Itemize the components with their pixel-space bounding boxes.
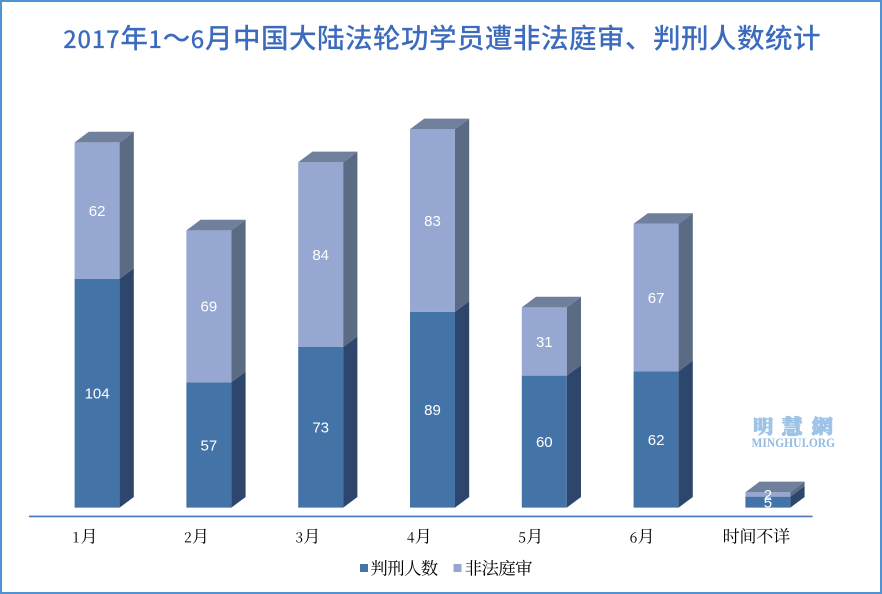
svg-text:57: 57 [201,437,218,454]
svg-text:84: 84 [312,247,329,264]
svg-text:89: 89 [424,402,441,419]
svg-text:69: 69 [201,299,218,316]
svg-text:2: 2 [764,487,772,504]
svg-text:62: 62 [89,203,106,220]
svg-text:31: 31 [536,334,553,351]
svg-text:67: 67 [648,290,665,307]
svg-text:83: 83 [424,213,441,230]
svg-text:104: 104 [85,386,110,403]
svg-text:62: 62 [648,432,665,449]
svg-text:73: 73 [312,420,329,437]
svg-text:60: 60 [536,434,553,451]
svg-text:MINGHUI.ORG: MINGHUI.ORG [752,436,836,450]
svg-text:5: 5 [764,495,772,512]
